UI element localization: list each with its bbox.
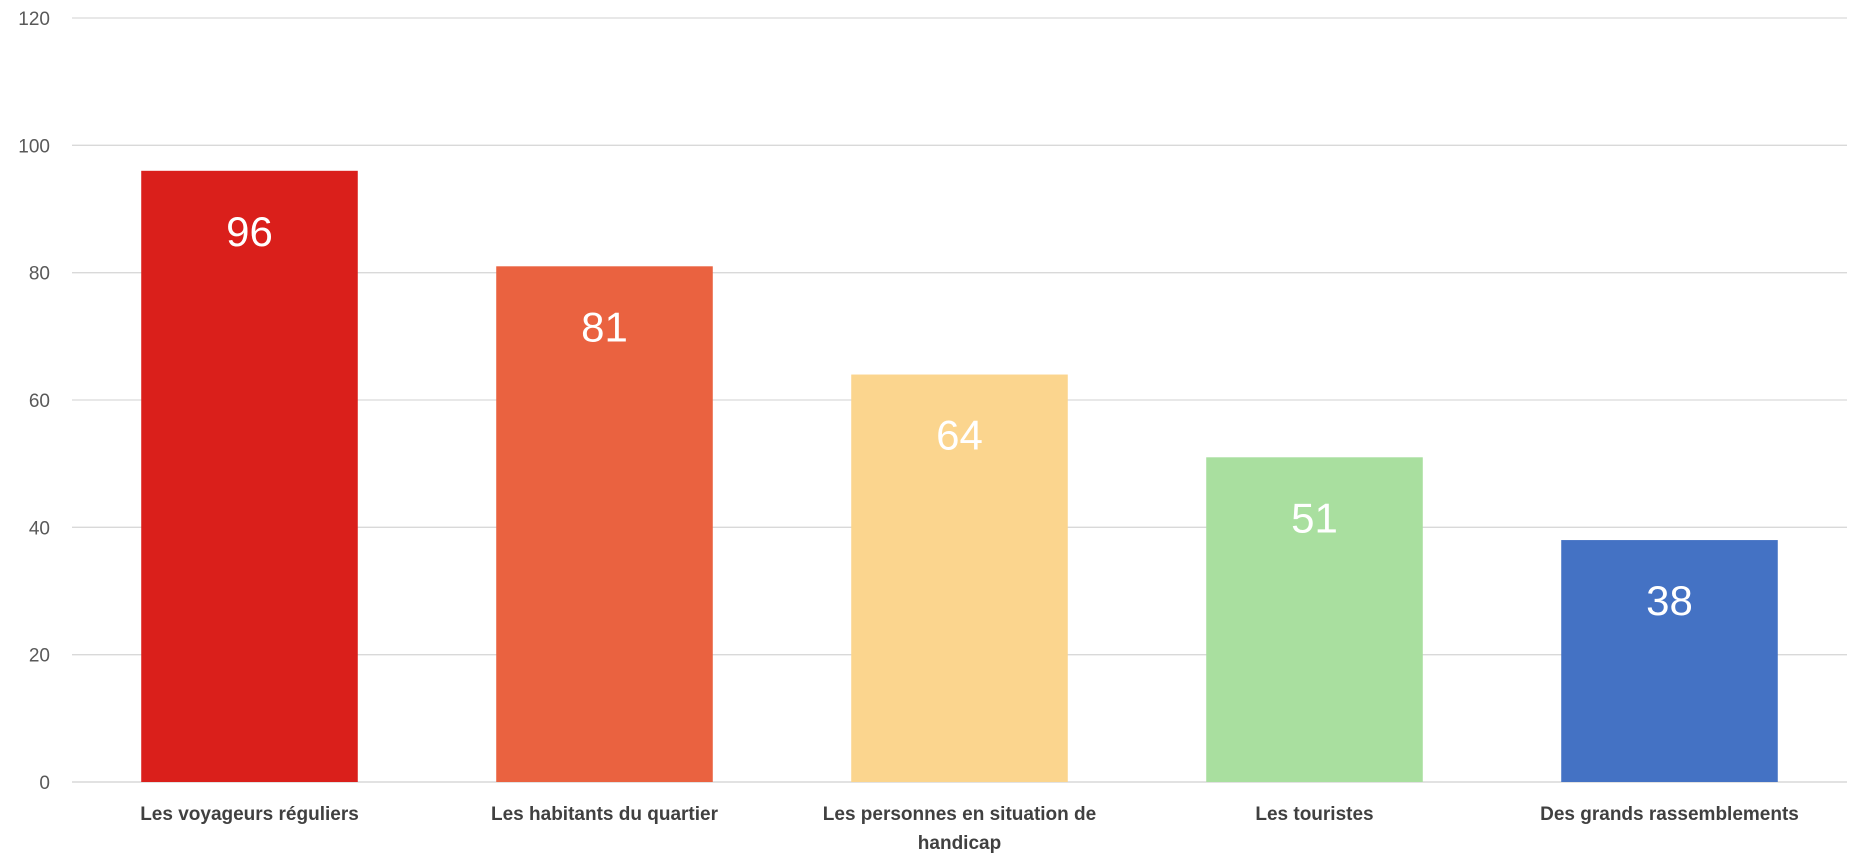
- data-label: 96: [226, 208, 273, 255]
- bar: [1206, 457, 1423, 782]
- data-label: 51: [1291, 494, 1338, 541]
- y-tick-label: 20: [29, 646, 50, 667]
- bar: [496, 266, 713, 782]
- y-tick-label: 80: [29, 264, 50, 285]
- bar: [141, 170, 358, 783]
- data-label: 64: [936, 412, 983, 459]
- x-tick-label-line: Les habitants du quartier: [491, 804, 719, 825]
- data-label: 81: [581, 303, 628, 350]
- x-tick-label: Des grands rassemblements: [1540, 804, 1799, 825]
- x-tick-label-line: Les touristes: [1255, 804, 1373, 825]
- y-tick-label: 100: [18, 136, 50, 157]
- y-axis-ticks: 0 20 40 60 80 100 120: [18, 9, 50, 794]
- x-tick-label: Les touristes: [1255, 804, 1373, 825]
- y-tick-label: 40: [29, 518, 50, 539]
- x-tick-label-line: handicap: [918, 833, 1001, 854]
- bar: [851, 374, 1068, 782]
- bar: [1561, 540, 1778, 782]
- x-tick-label-line: Des grands rassemblements: [1540, 804, 1799, 825]
- data-labels: 96 81 64 51 38: [226, 208, 1693, 624]
- data-label: 38: [1646, 577, 1693, 624]
- y-tick-label: 0: [39, 773, 50, 794]
- x-axis-ticks: Les voyageurs réguliers Les habitants du …: [140, 804, 1799, 854]
- x-tick-label: Les personnes en situation de handicap: [823, 804, 1096, 854]
- y-tick-label: 60: [29, 391, 50, 412]
- x-tick-label-line: Les voyageurs réguliers: [140, 804, 359, 825]
- gridlines: [72, 17, 1847, 783]
- x-tick-label: Les habitants du quartier: [491, 804, 719, 825]
- y-tick-label: 120: [18, 9, 50, 30]
- x-tick-label: Les voyageurs réguliers: [140, 804, 359, 825]
- bars: [141, 170, 1778, 783]
- x-tick-label-line: Les personnes en situation de: [823, 804, 1096, 825]
